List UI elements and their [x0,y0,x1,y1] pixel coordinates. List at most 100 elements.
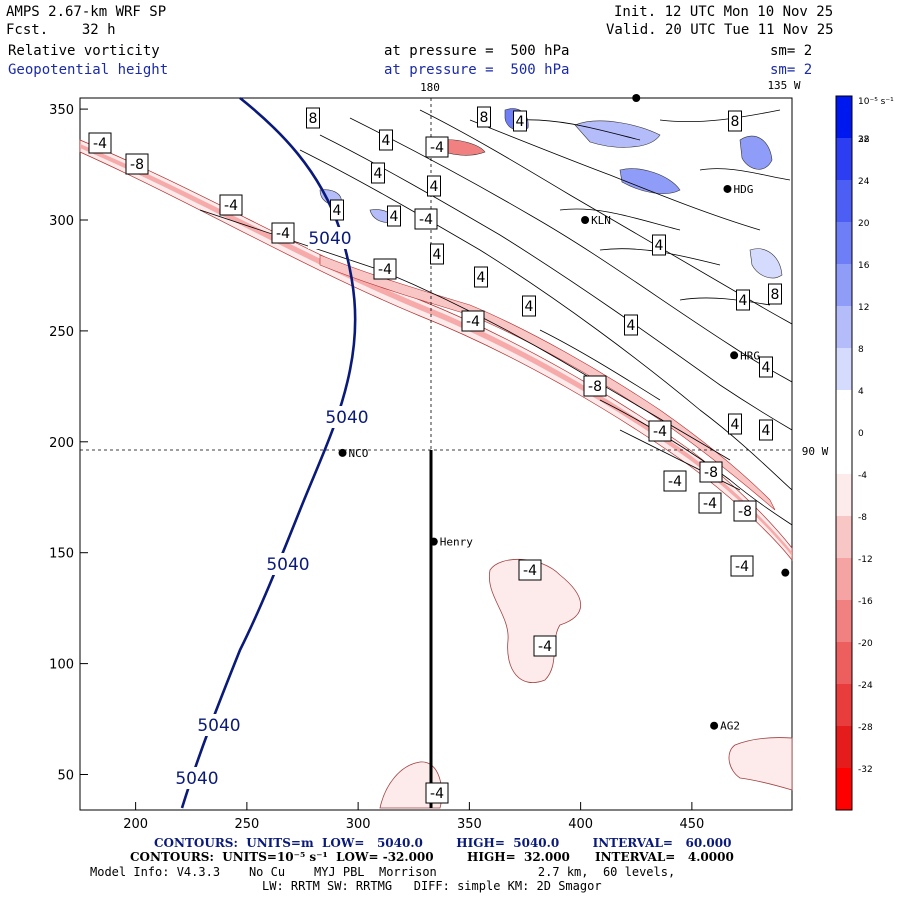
contour-label-box [522,295,536,317]
contour-label-box [759,356,773,378]
colorbar-swatch [836,558,852,601]
lon-label-135w: 135 W [767,79,800,92]
height-label-bg [175,767,219,789]
contour-label-box [663,470,687,492]
colorbar-swatch [836,726,852,769]
contour-label-box [373,258,397,280]
colorbar: 10⁻⁵ s⁻¹ 28 24 20 16 12 8 4 0 -4 -8 -12 -16 -20 -24 -28… [835,95,894,811]
x-tick-label: 200 [123,817,148,832]
station-dot [338,448,347,457]
contour-label: 4 [762,360,771,376]
contour-label-box [414,208,438,230]
height-label: 5040 [266,555,309,575]
height-contour-5040 [180,96,357,809]
height-label: 5040 [308,229,351,249]
contour-label: -4 [668,474,682,490]
height-label: 5040 [175,769,218,789]
colorbar-level: 12 [858,303,869,313]
colorbar-level: -12 [858,555,873,565]
colorbar-swatch [836,96,852,139]
station-dot [581,215,590,224]
contour-label-box [652,234,666,256]
colorbar-level: 8 [858,345,864,355]
y-tick-label: 350 [49,103,74,118]
contour-label-box [699,461,723,483]
contour-label-box [425,782,449,804]
colorbar-swatch [836,474,852,517]
x-tick-label: 350 [457,817,482,832]
contour-label-box [728,413,742,435]
colorbar-level: 4 [858,387,864,397]
colorbar-swatch [836,180,852,223]
height-label: 5040 [197,716,240,736]
contour-label: 4 [762,423,771,439]
station-dot [429,537,438,546]
contour-label: -4 [276,226,290,242]
station-label: Henry [440,536,473,549]
contour-label: -4 [378,262,392,278]
contour-label-box [533,635,557,657]
contour-label-box [477,106,491,128]
vorticity-shading [79,108,793,809]
contour-label: -8 [704,465,718,481]
contour-label: -4 [93,136,107,152]
colorbar-level: -20 [858,639,873,649]
contour-label-box [425,136,449,158]
contour-label: 4 [627,318,636,334]
contour-label: 8 [480,110,489,126]
contour-label-box [461,310,485,332]
colorbar-swatch [836,516,852,559]
contour-label-box [698,492,722,514]
map-axes: 200 250 300 350 400 450 50 100 150 200 250 300 350 [49,103,704,832]
colorbar-swatch [836,432,852,475]
contour-label-box [371,162,385,184]
contour-label-box [733,500,757,522]
contour-label-box [513,110,527,132]
contour-label: 4 [516,114,525,130]
colorbar-swatch [836,138,852,181]
x-tick-label: 250 [234,817,259,832]
contour-label-box [768,283,782,305]
contour-label-box [427,175,441,197]
contour-label-box [330,199,344,221]
height-label-bg [308,227,352,249]
contour-label: 8 [731,114,740,130]
contour-label-box [219,194,243,216]
contour-label: -4 [224,198,238,214]
contour-label-box [728,110,742,132]
colorbar-level: -8 [858,513,867,523]
colorbar-level: -4 [858,471,867,481]
y-tick-label: 50 [57,769,74,784]
station-label: NCO [349,447,369,460]
contour-label: 4 [433,247,442,263]
station-label: KLN [591,214,611,227]
height-label: 5040 [325,408,368,428]
colorbar-swatch [836,600,852,643]
station-dot [730,351,739,360]
init-time: Init. 12 UTC Mon 10 Nov 25 [614,4,834,20]
field1-smoothing: sm= 2 [770,43,813,59]
contour-label-box [730,555,754,577]
height-labels: 5040 5040 5040 5040 5040 [175,227,369,789]
contour-label-box [271,222,295,244]
lon-label-180: 180 [420,81,440,94]
contour-label: 4 [525,299,534,315]
contour-label-box [430,243,444,265]
field1-name: Relative vorticity [8,43,160,59]
contour-label-box [306,107,320,129]
y-tick-label: 200 [49,436,74,451]
contour-label: -4 [523,563,537,579]
colorbar-unit: 10⁻⁵ s⁻¹ [858,97,894,107]
contour-label-box [379,129,393,151]
contour-label-box [125,153,149,175]
station-markers: NCO Henry KLN HDG HRG AG2 [338,94,790,733]
contour-label: -4 [538,639,552,655]
height-label-bg [266,553,310,575]
contour-label: 4 [477,270,486,286]
footer-model-info: Model Info: V4.3.3 No Cu MYJ PBL Morriso… [90,865,676,879]
contour-label: -4 [419,212,433,228]
station-label: HRG [740,349,760,362]
footer-vorticity-contours: CONTOURS: UNITS=10⁻⁵ s⁻¹ LOW= -32.000 HI… [130,850,734,864]
colorbar-level: 0 [858,429,864,439]
